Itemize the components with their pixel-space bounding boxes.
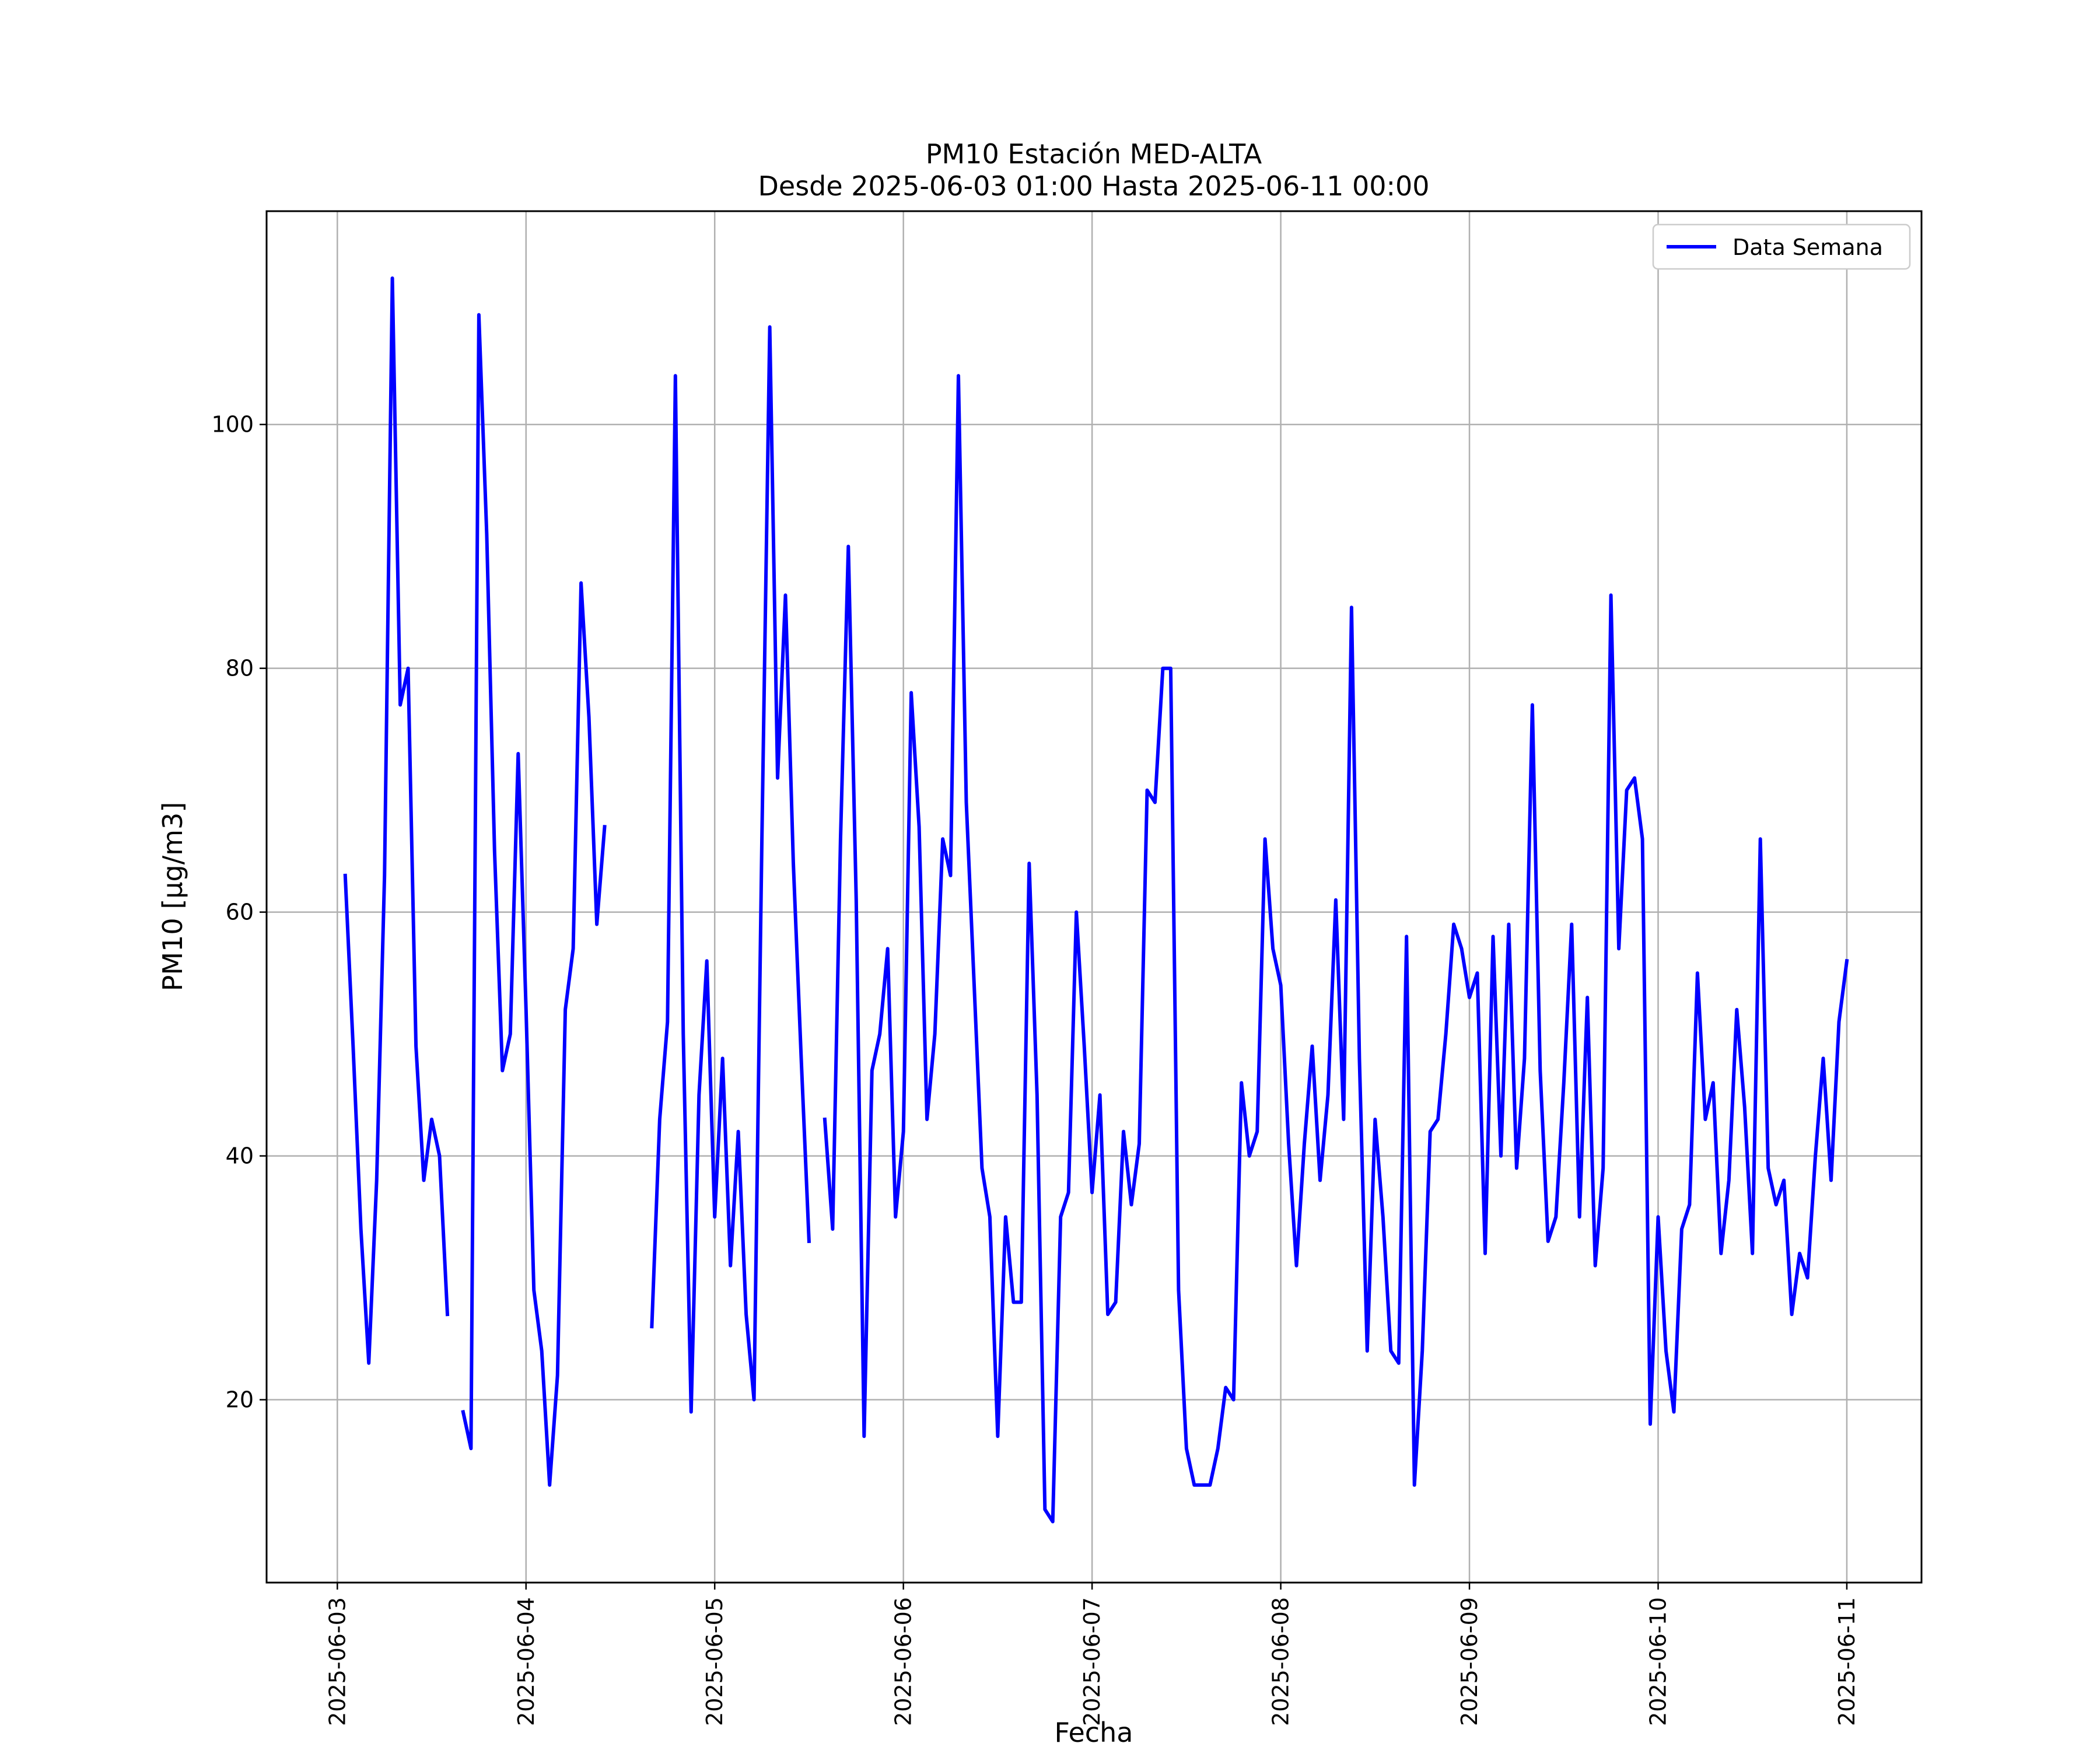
x-tick-label: 2025-06-05 [702, 1597, 727, 1726]
x-tick-label: 2025-06-03 [324, 1597, 350, 1726]
x-tick-label: 2025-06-06 [891, 1597, 916, 1726]
y-tick-label: 40 [226, 1143, 254, 1169]
x-tick-label: 2025-06-09 [1457, 1597, 1482, 1726]
grid [267, 211, 1922, 1583]
x-tick-label: 2025-06-10 [1646, 1597, 1671, 1726]
x-axis-label: Fecha [1055, 1717, 1133, 1748]
legend: Data Semana [1652, 223, 1911, 270]
x-tick-label: 2025-06-11 [1834, 1597, 1860, 1726]
plot-area-frame [265, 210, 1923, 1584]
data-series-layer [343, 276, 1849, 1524]
x-tick-label: 2025-06-04 [513, 1597, 539, 1726]
y-axis-label-main: PM10 [157, 909, 188, 992]
x-tick-label: 2025-06-07 [1079, 1597, 1105, 1726]
y-axis-label-unit: [μg/m3] [157, 802, 188, 909]
y-axis-label: PM10 [μg/m3] [157, 802, 188, 992]
y-axis-ticks: 20 40 60 80 100 [211, 412, 267, 1413]
y-tick-label: 100 [211, 412, 254, 438]
series-line-segment [822, 374, 1849, 1524]
chart-title: PM10 Estación MED-ALTA [926, 138, 1262, 170]
x-axis-ticks: 2025-06-03 2025-06-04 2025-06-05 2025-06-06… [324, 1583, 1860, 1726]
legend-label: Data Semana [1732, 235, 1883, 260]
y-tick-label: 80 [226, 656, 254, 681]
chart-subtitle: Desde 2025-06-03 01:00 Hasta 2025-06-11 … [758, 170, 1429, 202]
legend-box [1652, 223, 1911, 270]
series-line-segment [650, 325, 811, 1414]
series-line-segment [461, 313, 607, 1487]
series-line-segment [343, 276, 450, 1365]
y-tick-label: 60 [226, 900, 254, 925]
y-tick-label: 20 [226, 1387, 254, 1413]
x-tick-label: 2025-06-08 [1268, 1597, 1294, 1726]
